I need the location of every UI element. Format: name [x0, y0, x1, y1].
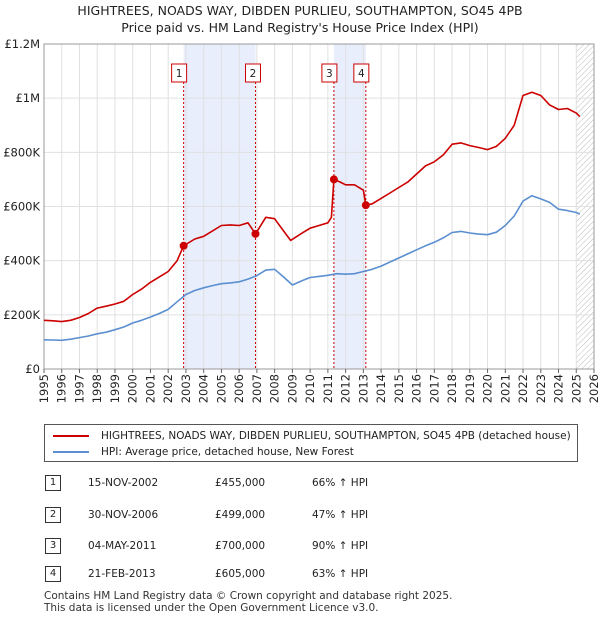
y-tick-label: £1.2M — [4, 37, 40, 51]
chart-title: HIGHTREES, NOADS WAY, DIBDEN PURLIEU, SO… — [0, 2, 600, 36]
x-tick-label: 2003 — [179, 374, 193, 403]
x-tick-label: 2012 — [339, 374, 353, 403]
transaction-price: £605,000 — [215, 568, 266, 580]
transaction-date: 04-MAY-2011 — [88, 540, 157, 552]
y-tick-label: £800K — [3, 145, 40, 159]
transaction-price: £499,000 — [215, 509, 266, 521]
y-tick-label: £1M — [15, 91, 40, 105]
x-tick-label: 2004 — [197, 374, 211, 403]
sale-label-box — [244, 63, 261, 83]
x-tick-label: 2015 — [392, 374, 406, 403]
transaction-number-badge: 1 — [45, 475, 61, 491]
transaction-price: £455,000 — [215, 477, 266, 489]
x-tick-label: 2016 — [410, 374, 424, 403]
title-line-2: Price paid vs. HM Land Registry's House … — [121, 20, 479, 35]
sale-label-box — [171, 63, 188, 83]
hpi-line — [43, 194, 581, 342]
x-tick-label: 1997 — [72, 374, 86, 403]
x-tick-label: 2026 — [587, 374, 600, 403]
x-tick-label: 2017 — [427, 374, 441, 403]
x-tick-label: 2001 — [143, 374, 157, 403]
title-line-1: HIGHTREES, NOADS WAY, DIBDEN PURLIEU, SO… — [77, 3, 523, 18]
transaction-date: 21-FEB-2013 — [88, 568, 156, 580]
transaction-number-badge: 3 — [45, 538, 61, 554]
y-tick-label: £400K — [3, 254, 40, 268]
sale-label-box — [353, 63, 370, 83]
x-tick-label: 2021 — [498, 374, 512, 403]
footer-copyright: Contains HM Land Registry data © Crown c… — [44, 590, 453, 602]
x-tick-label: 1996 — [55, 374, 69, 403]
x-tick-label: 2019 — [463, 374, 477, 403]
x-tick-label: 2024 — [552, 374, 566, 403]
transaction-hpi-change: 47% ↑ HPI — [312, 509, 369, 521]
x-tick-label: 2011 — [321, 374, 335, 403]
transaction-date: 30-NOV-2006 — [88, 509, 159, 521]
footer: Contains HM Land Registry data © Crown c… — [44, 590, 452, 614]
x-tick-label: 1999 — [108, 374, 122, 403]
x-tick-label: 2007 — [250, 374, 264, 403]
x-tick-label: 2002 — [161, 374, 175, 403]
transaction-hpi-change: 90% ↑ HPI — [312, 540, 369, 552]
sale-label-number: 3 — [326, 68, 333, 80]
plot-frame — [43, 43, 595, 370]
x-tick-label: 2006 — [232, 374, 246, 403]
x-tick-label: 2009 — [285, 374, 299, 403]
y-tick-label: £0 — [25, 362, 40, 376]
x-tick-label: 1998 — [90, 374, 104, 403]
legend-item-property: HIGHTREES, NOADS WAY, DIBDEN PURLIEU, SO… — [53, 428, 571, 444]
sale-label-number: 2 — [250, 68, 257, 80]
transaction-number-badge: 2 — [45, 507, 61, 523]
x-tick-label: 2020 — [481, 374, 495, 403]
sale-point — [361, 201, 370, 210]
x-tick-label: 2022 — [516, 374, 530, 403]
transaction-hpi-change: 63% ↑ HPI — [312, 568, 369, 580]
transaction-date: 15-NOV-2002 — [88, 477, 159, 489]
sale-point — [329, 175, 338, 184]
sale-point — [251, 229, 260, 238]
x-tick-label: 2008 — [268, 374, 282, 403]
sale-label-box — [321, 63, 338, 83]
legend-swatch-property — [53, 435, 89, 437]
y-tick-label: £200K — [3, 308, 40, 322]
x-tick-label: 1995 — [37, 374, 51, 403]
x-tick-label: 2025 — [569, 374, 583, 403]
legend-label-hpi: HPI: Average price, detached house, New … — [101, 446, 354, 458]
x-tick-label: 2023 — [534, 374, 548, 403]
legend-item-hpi: HPI: Average price, detached house, New … — [53, 444, 354, 460]
legend-swatch-hpi — [53, 451, 89, 453]
property-price-line — [43, 91, 581, 323]
transaction-hpi-change: 66% ↑ HPI — [312, 477, 369, 489]
transaction-number-badge: 4 — [45, 566, 61, 582]
footer-licence: This data is licensed under the Open Gov… — [44, 602, 379, 614]
sale-point — [179, 241, 188, 250]
sale-label-number: 1 — [176, 68, 183, 80]
x-tick-label: 2000 — [126, 374, 140, 403]
x-tick-label: 2010 — [303, 374, 317, 403]
legend-label-property: HIGHTREES, NOADS WAY, DIBDEN PURLIEU, SO… — [101, 430, 571, 442]
x-tick-label: 2014 — [374, 374, 388, 403]
x-tick-label: 2018 — [445, 374, 459, 403]
x-tick-label: 2013 — [356, 374, 370, 403]
transaction-price: £700,000 — [215, 540, 266, 552]
y-tick-label: £600K — [3, 200, 40, 214]
legend: HIGHTREES, NOADS WAY, DIBDEN PURLIEU, SO… — [44, 424, 578, 462]
x-tick-label: 2005 — [214, 374, 228, 403]
sale-label-number: 4 — [358, 68, 365, 80]
